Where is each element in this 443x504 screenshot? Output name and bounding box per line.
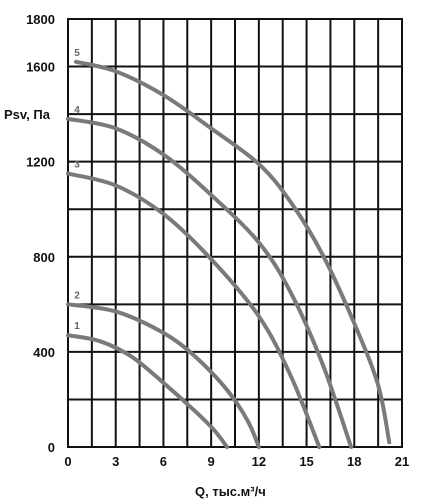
curve-4 <box>66 116 354 449</box>
curve-3 <box>66 171 322 449</box>
x-tick-label: 15 <box>299 454 313 469</box>
y-tick-label: 400 <box>33 345 55 360</box>
curve-2 <box>66 302 261 449</box>
x-tick-label: 21 <box>395 454 409 469</box>
y-tick-label: 0 <box>48 440 55 455</box>
y-axis-label: Psv, Па <box>4 107 51 122</box>
x-tick-label: 0 <box>64 454 71 469</box>
curve-5 <box>73 59 392 445</box>
curve-label-5: 5 <box>74 48 80 59</box>
grid <box>67 18 403 448</box>
x-axis-label: Q, тыс.м³/ч <box>195 484 266 499</box>
x-tick-label: 9 <box>208 454 215 469</box>
y-tick-label: 800 <box>33 250 55 265</box>
curves <box>66 59 392 449</box>
y-tick-label: 1600 <box>26 60 55 75</box>
curve-label-4: 4 <box>74 105 80 116</box>
x-tick-label: 18 <box>347 454 361 469</box>
x-tick-label: 3 <box>112 454 119 469</box>
x-tick-label: 6 <box>160 454 167 469</box>
x-tick-label: 12 <box>252 454 266 469</box>
y-tick-label: 1800 <box>26 12 55 27</box>
curve-1 <box>66 333 230 449</box>
curve-label-2: 2 <box>74 290 80 301</box>
curve-labels: 1 2 3 4 5 <box>74 48 80 332</box>
y-tick-label: 1200 <box>26 155 55 170</box>
curve-label-1: 1 <box>74 321 80 332</box>
curve-label-3: 3 <box>74 160 80 171</box>
